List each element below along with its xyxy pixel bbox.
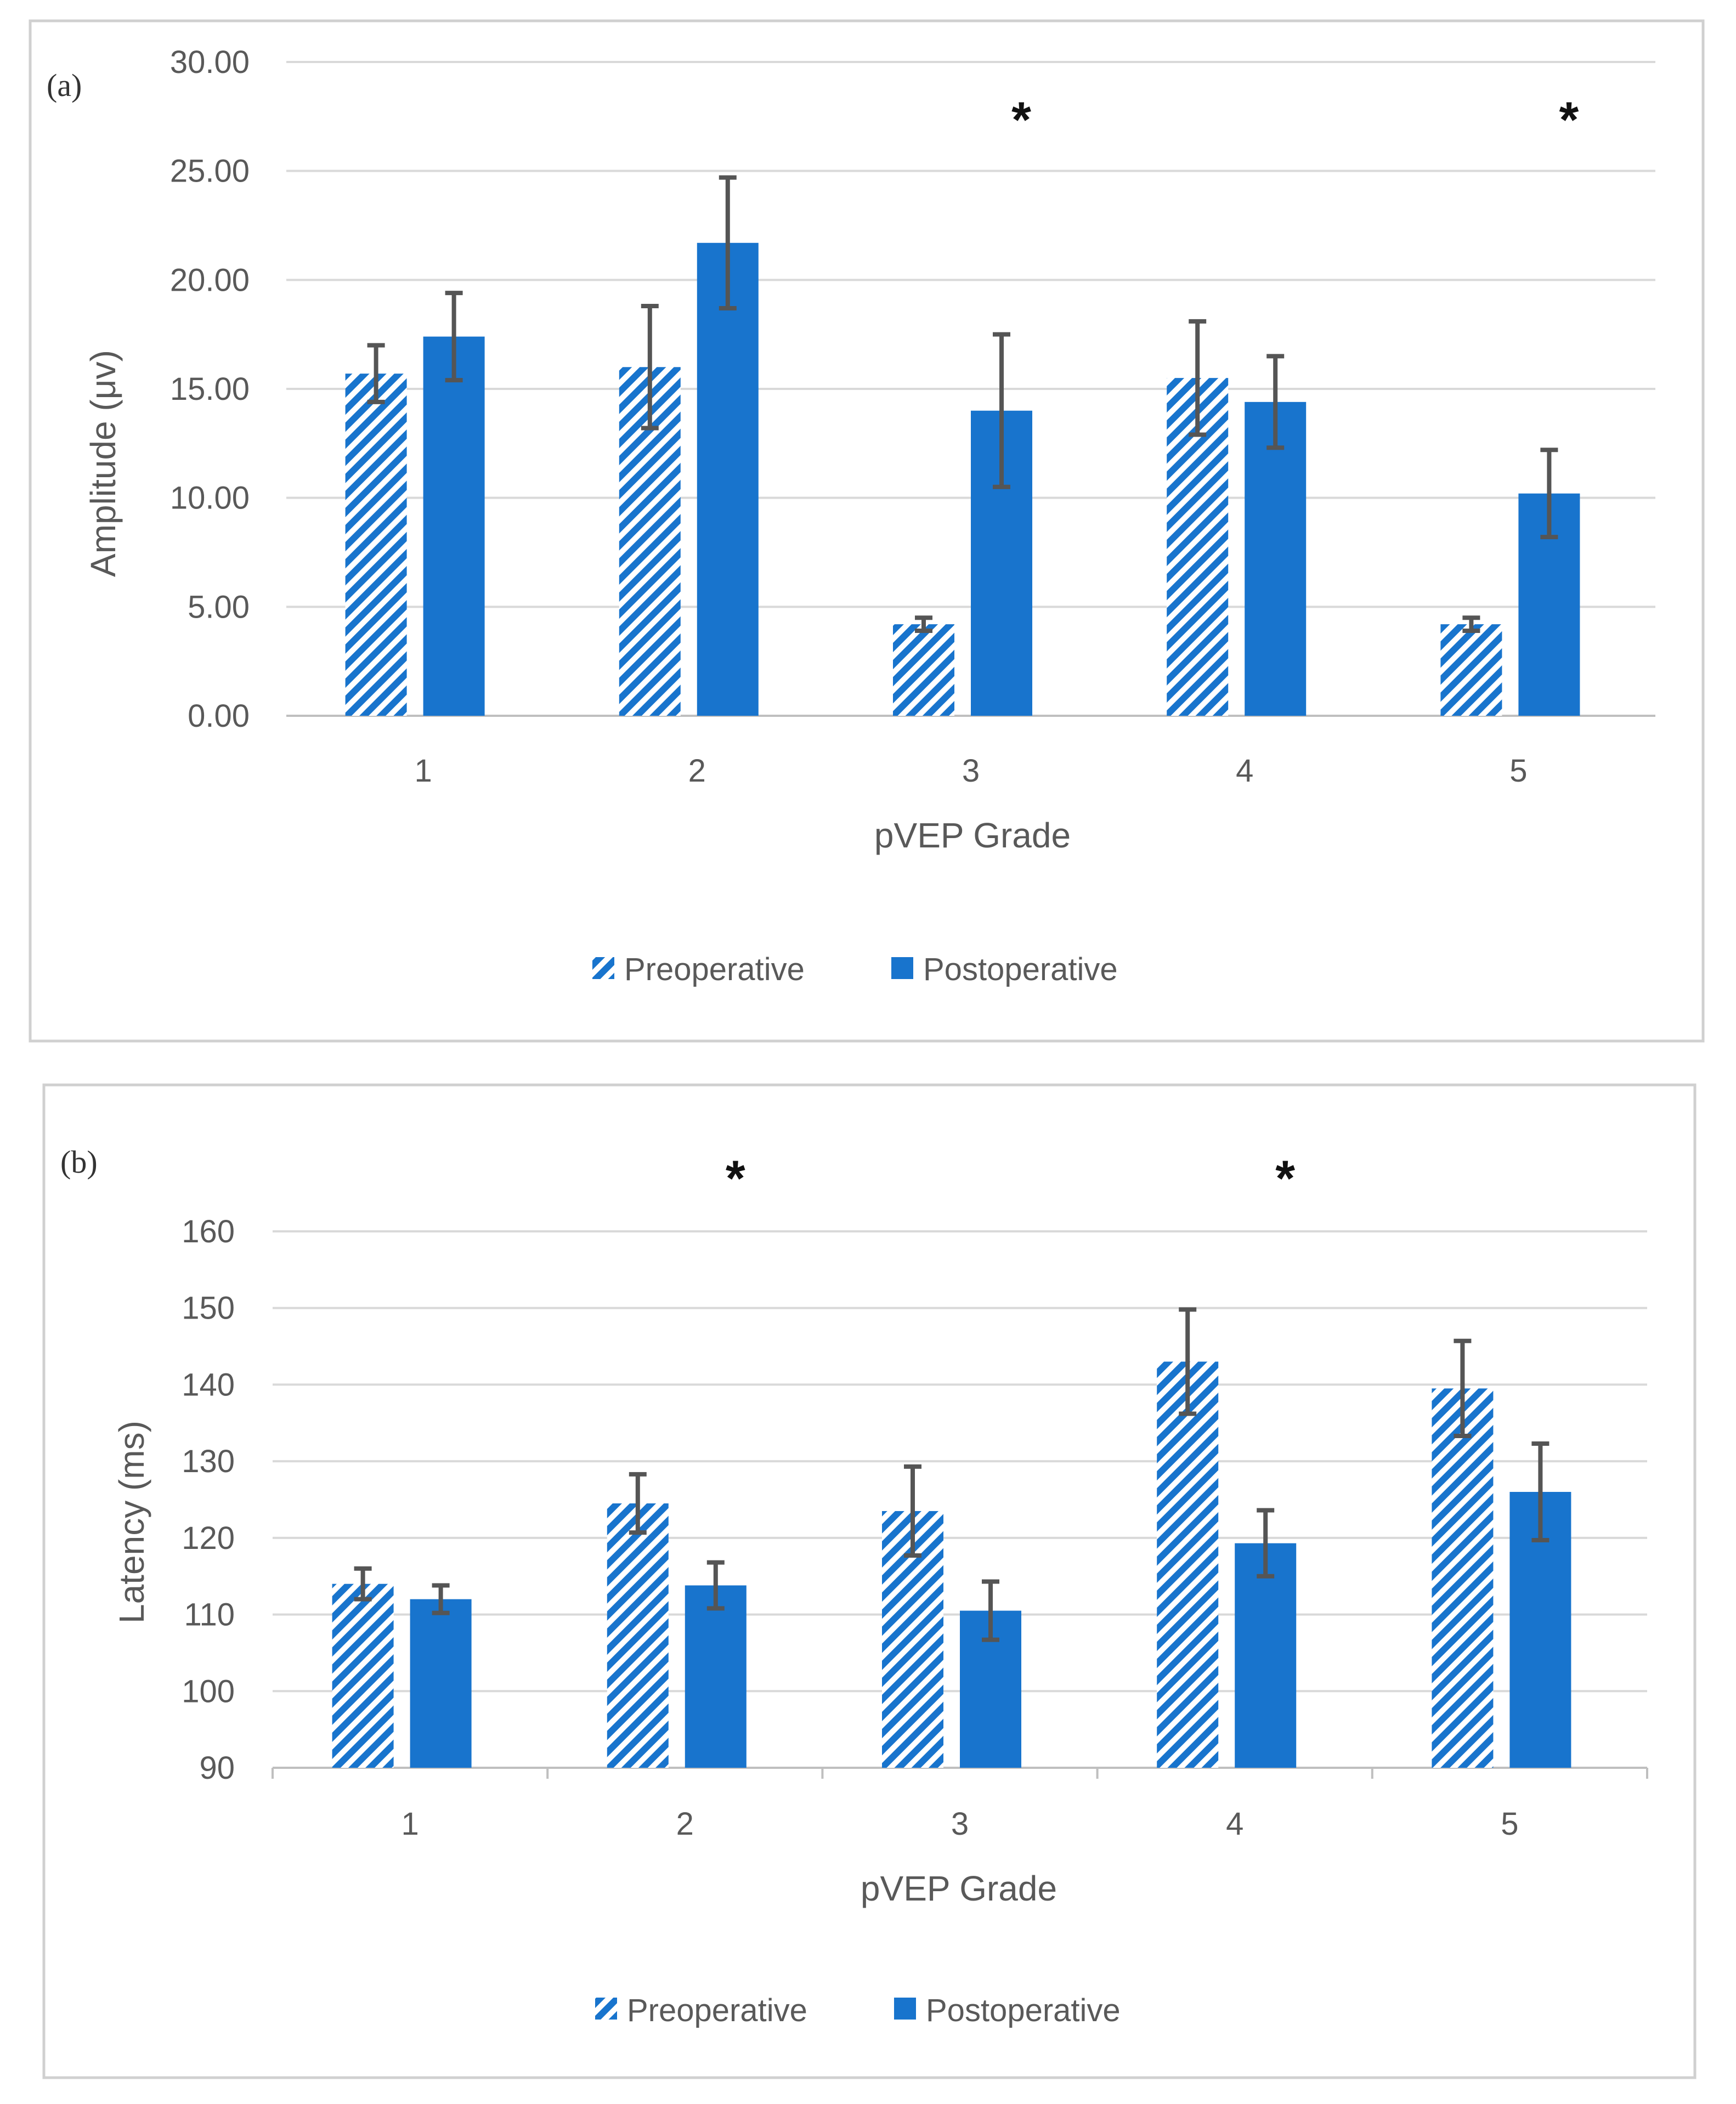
significance-asterisk: * xyxy=(726,1151,745,1207)
y-tick-label: 130 xyxy=(182,1444,235,1479)
error-bar xyxy=(1454,1338,1472,1439)
error-bar xyxy=(367,343,385,404)
panel-b-frame xyxy=(42,1083,1697,2079)
y-tick-label: 150 xyxy=(182,1291,235,1326)
panel-a-y-axis-title: Amplitude (μv) xyxy=(83,350,123,577)
panel-b-y-axis-title: Latency (ms) xyxy=(112,1421,151,1624)
significance-asterisk: * xyxy=(1275,1151,1295,1207)
error-bar xyxy=(993,332,1010,489)
y-tick-label: 100 xyxy=(182,1673,235,1709)
bar-postoperative xyxy=(423,336,485,716)
error-bar xyxy=(719,175,737,310)
y-tick-label: 5.00 xyxy=(188,589,250,625)
bar-postoperative xyxy=(1235,1543,1297,1768)
bar-preoperative xyxy=(1432,1388,1494,1768)
panel-a-bars xyxy=(345,242,1580,716)
y-tick-label: 140 xyxy=(182,1367,235,1402)
error-bar xyxy=(1531,1441,1550,1543)
panel-a-y-tick-labels: 0.00 5.00 10.00 15.00 20.00 25.00 30.00 xyxy=(170,44,250,734)
error-bar xyxy=(1179,1307,1197,1416)
bar-preoperative xyxy=(332,1583,394,1768)
error-bar xyxy=(641,304,659,431)
bar-postoperative xyxy=(1245,401,1307,716)
panel-b-label: (b) xyxy=(60,1144,98,1180)
panel-a-error-bars xyxy=(367,175,1558,634)
error-bar xyxy=(432,1583,450,1615)
panel-b-y-tick-labels: 90 100 110 120 130 140 150 160 xyxy=(182,1214,235,1786)
error-bar xyxy=(1540,448,1558,540)
bar-preoperative xyxy=(893,624,954,716)
x-tick-label: 5 xyxy=(1501,1806,1518,1842)
error-bar xyxy=(1266,354,1285,450)
panel-b-significance-marks: * * xyxy=(726,1151,1295,1207)
panel-a-x-tick-labels: 1 2 3 4 5 xyxy=(414,753,1527,789)
y-tick-label: 160 xyxy=(182,1214,235,1249)
bar-postoperative xyxy=(410,1599,472,1768)
panel-a-legend-swatch-pre xyxy=(592,957,614,979)
y-tick-label: 90 xyxy=(199,1750,235,1786)
panel-a-label: (a) xyxy=(47,67,82,103)
panel-b-legend-label-pre: Preoperative xyxy=(627,1993,807,2028)
x-tick-label: 4 xyxy=(1236,753,1253,789)
panel-a-legend: Preoperative Postoperative xyxy=(592,952,1118,987)
x-tick-label: 3 xyxy=(951,1806,969,1842)
y-tick-label: 15.00 xyxy=(170,371,250,407)
panel-a-legend-label-pre: Preoperative xyxy=(624,952,805,987)
panel-b-legend-swatch-pre xyxy=(595,1998,617,2020)
panel-a-significance-marks: * * xyxy=(1011,92,1579,148)
x-tick-label: 1 xyxy=(414,753,432,789)
error-bar xyxy=(915,615,932,634)
error-bar xyxy=(1257,1508,1275,1579)
panel-b-x-axis-title: pVEP Grade xyxy=(861,1869,1057,1908)
bar-postoperative xyxy=(697,242,759,716)
panel-a-legend-label-post: Postoperative xyxy=(923,952,1118,987)
bar-postoperative xyxy=(685,1585,747,1768)
panel-b-legend: Preoperative Postoperative xyxy=(595,1993,1121,2028)
x-tick-label: 1 xyxy=(401,1806,419,1842)
bar-preoperative xyxy=(1440,624,1502,716)
panel-a-frame xyxy=(29,19,1705,1043)
y-tick-label: 25.00 xyxy=(170,154,250,189)
x-tick-label: 3 xyxy=(962,753,980,789)
x-tick-label: 2 xyxy=(688,753,706,789)
panel-a-amplitude-chart: (a) 0.00 5.00 10.00 15.00 20.00 25.00 30.00 1 2… xyxy=(29,19,1705,1043)
error-bar xyxy=(982,1579,999,1642)
panel-b-legend-label-post: Postoperative xyxy=(926,1993,1121,2028)
panel-b-error-bars xyxy=(354,1307,1550,1642)
error-bar xyxy=(445,291,463,383)
y-tick-label: 120 xyxy=(182,1520,235,1556)
error-bar xyxy=(904,1464,921,1558)
x-tick-label: 2 xyxy=(676,1806,694,1842)
y-tick-label: 30.00 xyxy=(170,44,250,80)
y-tick-label: 110 xyxy=(184,1597,235,1633)
y-tick-label: 0.00 xyxy=(188,698,250,734)
significance-asterisk: * xyxy=(1011,92,1031,148)
panel-b-x-tick-labels: 1 2 3 4 5 xyxy=(401,1806,1518,1842)
error-bar xyxy=(629,1472,647,1535)
panel-b-legend-swatch-post xyxy=(894,1998,916,2020)
bar-preoperative xyxy=(607,1503,669,1768)
error-bar xyxy=(1462,615,1480,634)
error-bar xyxy=(354,1566,372,1602)
x-tick-label: 5 xyxy=(1509,753,1527,789)
x-tick-label: 4 xyxy=(1226,1806,1243,1842)
error-bar xyxy=(1189,319,1207,437)
panel-a-x-axis-title: pVEP Grade xyxy=(874,816,1071,855)
panel-a-legend-swatch-post xyxy=(891,957,913,979)
bar-preoperative xyxy=(1157,1361,1219,1768)
panel-b-bars xyxy=(332,1361,1571,1768)
y-tick-label: 10.00 xyxy=(170,480,250,516)
bar-preoperative xyxy=(345,374,407,716)
error-bar xyxy=(706,1560,725,1611)
y-tick-label: 20.00 xyxy=(170,262,250,298)
significance-asterisk: * xyxy=(1559,92,1579,148)
